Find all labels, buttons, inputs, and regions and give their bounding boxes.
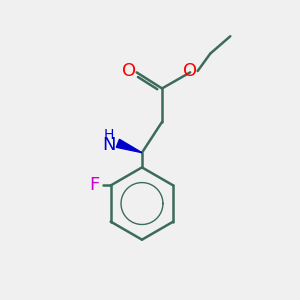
Text: F: F <box>89 176 100 194</box>
Text: H: H <box>103 128 114 142</box>
Polygon shape <box>116 139 142 153</box>
Text: N: N <box>102 136 115 154</box>
Text: O: O <box>183 62 197 80</box>
Text: O: O <box>122 62 136 80</box>
